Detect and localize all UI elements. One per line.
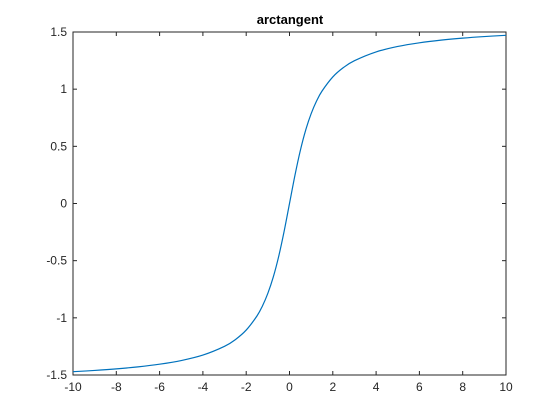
x-tick-label: -8	[111, 380, 122, 394]
x-tick-label: -4	[198, 380, 209, 394]
y-tick-label: -1	[56, 311, 67, 325]
arctangent-series-line	[72, 34, 507, 373]
y-tick-label: -1.5	[46, 368, 67, 382]
y-axis-ticks: 1.5 1 0.5 0 -0.5 -1 -1.5	[46, 25, 506, 382]
y-tick-label: 1	[60, 82, 67, 96]
x-tick-label: -10	[64, 380, 82, 394]
x-axis-ticks: -10 -8 -6 -4 -2 0 2 4 6 8 10	[64, 32, 513, 394]
y-tick-label: 1.5	[50, 25, 67, 39]
x-tick-label: 2	[329, 380, 336, 394]
x-tick-label: 8	[459, 380, 466, 394]
x-tick-label: -6	[154, 380, 165, 394]
x-tick-label: 6	[416, 380, 423, 394]
series-layer	[72, 34, 507, 373]
x-tick-label: 10	[499, 380, 513, 394]
x-tick-label: 4	[373, 380, 380, 394]
chart-title: arctangent	[257, 12, 324, 27]
x-tick-label: 0	[286, 380, 293, 394]
y-tick-label: 0.5	[50, 139, 67, 153]
y-tick-label: -0.5	[46, 254, 67, 268]
x-tick-label: -2	[241, 380, 252, 394]
y-tick-label: 0	[60, 197, 67, 211]
